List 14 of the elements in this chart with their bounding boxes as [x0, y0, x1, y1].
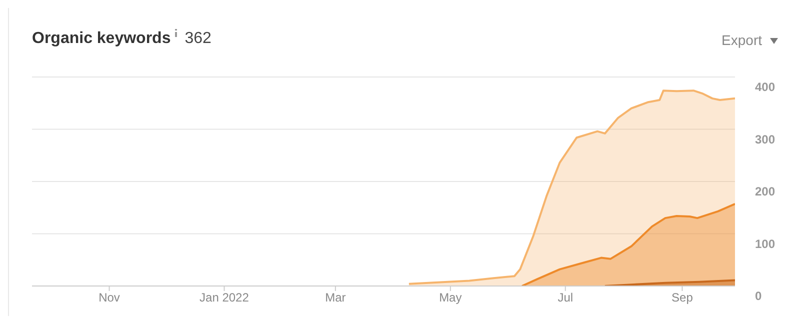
x-tick-label: Sep [672, 290, 694, 305]
x-tick-label: May [439, 290, 462, 305]
y-tick-label: 400 [755, 80, 776, 94]
text: Export [722, 32, 762, 48]
chart-subtitle: 362 [184, 30, 212, 48]
x-tick-label: Jan 2022 [200, 290, 250, 305]
x-tick-label: Mar [325, 290, 346, 305]
x-tick-label: Nov [98, 290, 120, 305]
y-tick-label: 0 [755, 289, 762, 303]
chart-title: Organic keywords [32, 30, 171, 48]
x-tick-label: Jul [558, 290, 574, 305]
y-tick-label: 100 [755, 236, 776, 251]
y-tick-label: 200 [755, 184, 776, 198]
y-tick-label: 300 [755, 132, 776, 146]
